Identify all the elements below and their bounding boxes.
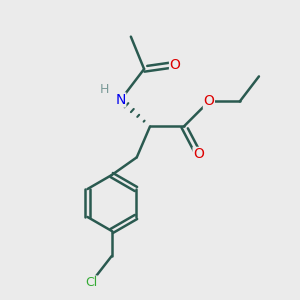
Text: O: O [193,147,204,161]
Text: Cl: Cl [85,276,97,289]
Text: O: O [203,94,214,108]
Text: N: N [116,93,126,107]
Text: O: O [169,58,181,72]
Text: H: H [100,83,109,96]
